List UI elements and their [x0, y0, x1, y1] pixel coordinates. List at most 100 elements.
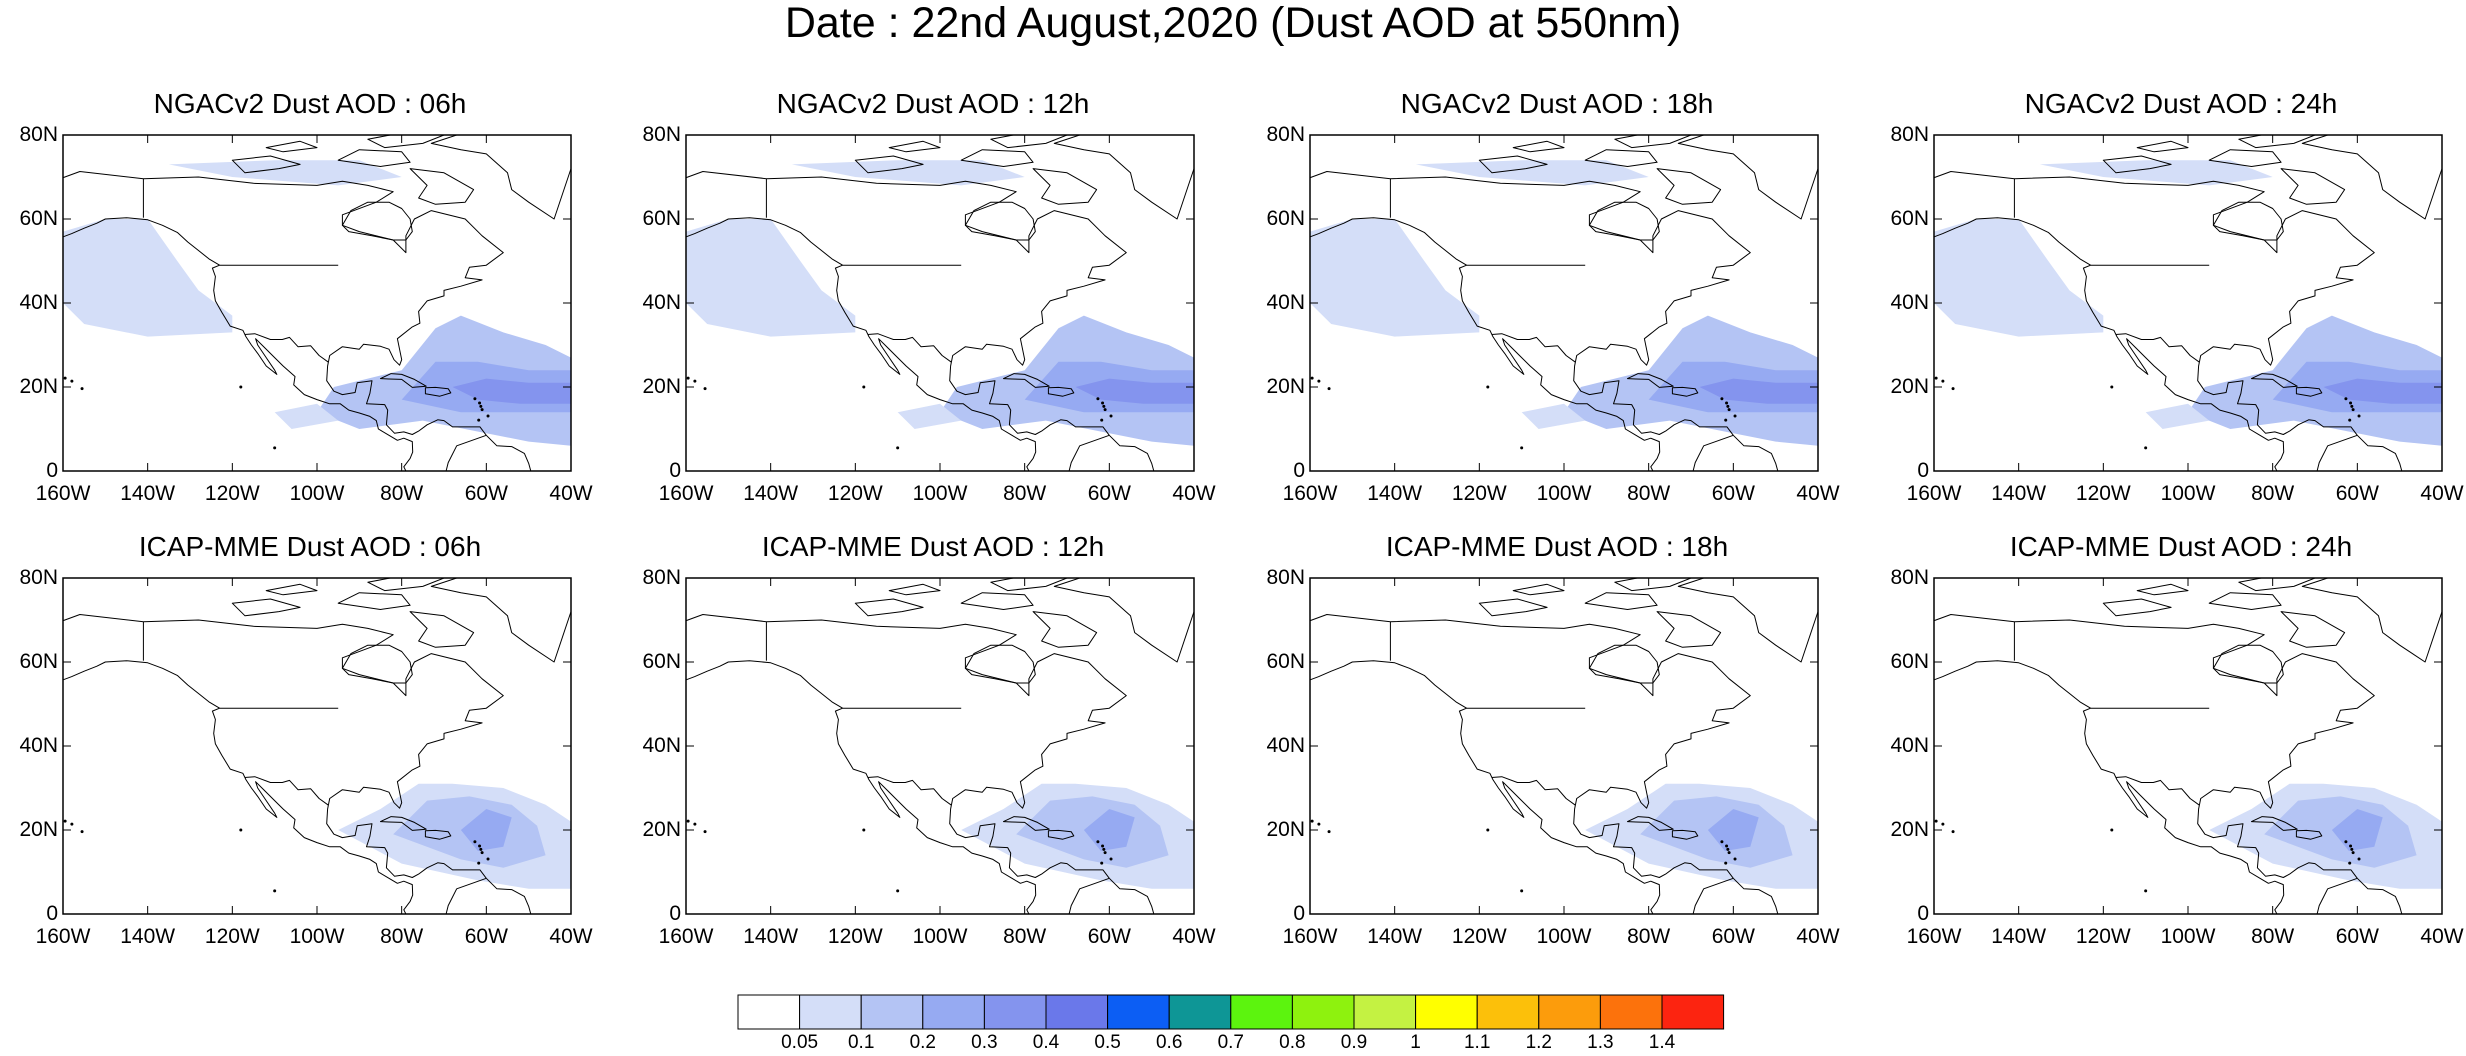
island-marker: [1109, 414, 1113, 418]
latitude-tick-label: 60N: [19, 650, 58, 673]
island-marker: [273, 889, 277, 893]
longitude-tick-label: 60W: [464, 482, 508, 505]
island-marker: [1101, 401, 1105, 405]
island-marker: [693, 379, 697, 383]
latitude-tick-label: 60N: [1890, 650, 1929, 673]
dust-aod-contour: [2039, 160, 2273, 186]
latitude-tick-label: 80N: [1266, 123, 1305, 146]
coastline: [430, 135, 571, 220]
island-marker: [478, 844, 482, 848]
coastline: [1934, 614, 2403, 914]
longitude-tick-label: 140W: [743, 925, 799, 948]
dust-aod-map: [1309, 134, 1819, 472]
colorbar-swatch: [1415, 994, 1478, 1030]
dust-aod-map: [1933, 577, 2443, 915]
coastline: [1627, 816, 1674, 831]
coastline: [405, 434, 487, 471]
longitude-tick-label: 140W: [1991, 925, 2047, 948]
longitude-tick-label: 40W: [1796, 925, 1840, 948]
island-marker: [1941, 379, 1945, 383]
island-marker: [2349, 844, 2353, 848]
longitude-tick-label: 60W: [1087, 482, 1131, 505]
coastline: [1614, 578, 1692, 592]
coastline: [337, 592, 411, 610]
coastline: [2295, 386, 2323, 397]
coastline: [63, 171, 532, 471]
latitude-tick-label: 40N: [1266, 734, 1305, 757]
coastline: [1491, 776, 1576, 806]
colorbar-swatch: [922, 994, 985, 1030]
island-marker: [486, 857, 490, 861]
longitude-tick-label: 100W: [2160, 925, 2216, 948]
longitude-tick-label: 60W: [2335, 482, 2379, 505]
island-marker: [1103, 851, 1107, 855]
map-panel: ICAP-MME Dust AOD : 24h 80N 60N 40N 20N 0 160W…: [1871, 530, 2466, 970]
coastline: [2136, 140, 2189, 153]
island-marker: [2110, 385, 2114, 389]
longitude-tick-label: 160W: [658, 482, 714, 505]
island-marker: [1724, 861, 1728, 865]
island-marker: [1317, 379, 1321, 383]
coastline: [1053, 135, 1194, 220]
colorbar-tick-label: 0.9: [1340, 1032, 1368, 1053]
island-marker: [1327, 830, 1331, 834]
island-marker: [239, 828, 243, 832]
island-marker: [1720, 397, 1724, 401]
longitude-tick-label: 100W: [289, 482, 345, 505]
longitude-tick-label: 80W: [1003, 925, 1047, 948]
island-marker: [693, 822, 697, 826]
coastline: [960, 592, 1034, 610]
colorbar-swatch: [1107, 994, 1170, 1030]
longitude-tick-label: 80W: [380, 482, 424, 505]
latitude-tick-label: 60N: [642, 650, 681, 673]
dust-aod-map: [685, 134, 1195, 472]
island-marker: [1486, 828, 1490, 832]
latitude-tick-label: 20N: [1890, 375, 1929, 398]
coastline: [231, 155, 301, 174]
island-marker: [686, 376, 690, 380]
coastline: [2208, 149, 2282, 167]
coastline: [1614, 135, 1692, 149]
dust-aod-map: [1309, 577, 1819, 915]
coastline: [424, 829, 452, 840]
latitude-tick-label: 60N: [1266, 207, 1305, 230]
coastline: [686, 217, 1037, 471]
longitude-tick-label: 40W: [1796, 482, 1840, 505]
latitude-tick-label: 0: [669, 902, 681, 925]
colorbar-swatch: [1538, 994, 1601, 1030]
island-marker: [1317, 822, 1321, 826]
island-marker: [1103, 408, 1107, 412]
coastline: [244, 776, 329, 806]
island-marker: [480, 408, 484, 412]
latitude-tick-label: 0: [1917, 902, 1929, 925]
island-marker: [2144, 446, 2148, 450]
colorbar-swatch: [1230, 994, 1293, 1030]
latitude-tick-label: 40N: [1266, 291, 1305, 314]
island-marker: [1733, 414, 1737, 418]
coastline: [2301, 578, 2442, 663]
longitude-tick-label: 60W: [2335, 925, 2379, 948]
latitude-tick-label: 0: [1293, 902, 1305, 925]
dust-aod-contour: [1415, 160, 1649, 186]
panel-title: NGACv2 Dust AOD : 18h: [1400, 88, 1714, 119]
dust-aod-contour: [897, 403, 962, 429]
coastline: [2251, 373, 2298, 388]
coastline: [2115, 776, 2200, 806]
coastline: [1934, 171, 2403, 471]
coastline: [1584, 149, 1658, 167]
colorbar-tick-label: 0.6: [1155, 1032, 1183, 1053]
latitude-tick-label: 60N: [19, 207, 58, 230]
island-marker: [1102, 404, 1106, 408]
island-marker: [896, 446, 900, 450]
latitude-tick-label: 80N: [642, 123, 681, 146]
colorbar-tick-label: 0.1: [847, 1032, 875, 1053]
latitude-tick-label: 20N: [1890, 818, 1929, 841]
island-marker: [1934, 376, 1938, 380]
latitude-tick-label: 20N: [19, 375, 58, 398]
island-marker: [477, 861, 481, 865]
longitude-tick-label: 160W: [35, 482, 91, 505]
island-marker: [2144, 889, 2148, 893]
island-marker: [80, 830, 84, 834]
longitude-tick-label: 160W: [1282, 482, 1338, 505]
dust-aod-contour: [2331, 809, 2383, 851]
